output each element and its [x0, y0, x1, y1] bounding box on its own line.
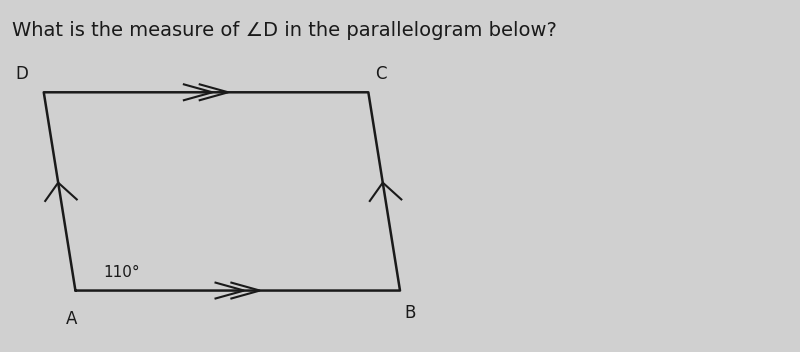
Text: C: C	[374, 65, 386, 83]
Text: D: D	[15, 65, 28, 83]
Text: B: B	[404, 304, 415, 322]
Text: What is the measure of ∠D in the parallelogram below?: What is the measure of ∠D in the paralle…	[12, 21, 557, 40]
Text: 110°: 110°	[103, 265, 140, 279]
Text: A: A	[66, 310, 77, 328]
